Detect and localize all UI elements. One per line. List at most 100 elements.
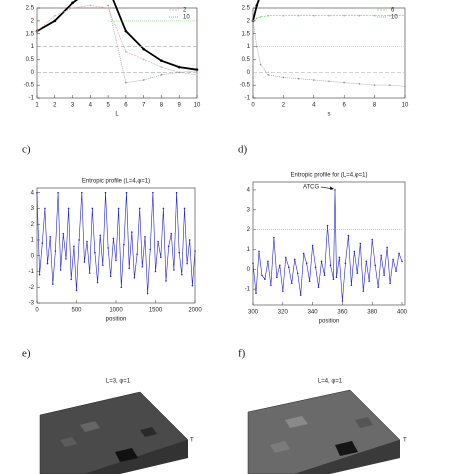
point — [401, 260, 403, 263]
point — [73, 245, 75, 248]
point — [195, 68, 199, 72]
point — [124, 29, 128, 33]
point — [350, 284, 353, 286]
x-tick-label: 4 — [312, 103, 316, 109]
surface — [247, 389, 401, 474]
surface-title: L=3, φ=1 — [106, 379, 131, 385]
legend-label: 10 — [183, 15, 190, 21]
point — [125, 191, 128, 194]
point — [109, 275, 112, 278]
point — [317, 286, 320, 288]
point — [314, 266, 317, 269]
y-tick-label: -1 — [29, 96, 35, 102]
point — [332, 278, 335, 281]
point — [41, 242, 44, 244]
y-tick-label: 0 — [31, 70, 35, 76]
y-tick-label: 1 — [247, 44, 251, 50]
point — [389, 84, 391, 86]
point — [344, 262, 347, 265]
point — [282, 76, 285, 79]
point — [165, 280, 167, 282]
point — [142, 79, 145, 81]
point — [160, 59, 163, 63]
point — [57, 191, 59, 194]
point — [162, 207, 165, 210]
point — [276, 276, 278, 279]
point — [383, 274, 385, 277]
point — [142, 47, 145, 51]
point — [107, 247, 109, 249]
point — [62, 232, 65, 235]
plot-frame — [252, 7, 406, 99]
point — [311, 244, 314, 247]
point — [191, 284, 194, 287]
point — [328, 14, 330, 17]
x-tick-label: 3 — [71, 103, 75, 109]
point — [53, 19, 57, 23]
point — [296, 272, 299, 275]
x-tick-label: 300 — [248, 310, 259, 316]
point — [91, 207, 94, 210]
y-tick-label: 1 — [31, 44, 35, 50]
point — [178, 251, 180, 254]
y-tick-label: 0.5 — [26, 57, 35, 63]
y-tick-label: 0 — [247, 267, 251, 273]
point — [305, 262, 308, 265]
y-tick-label: 4 — [247, 188, 251, 194]
legend-label: 6 — [391, 8, 395, 14]
series-line — [252, 20, 406, 87]
y-tick-label: 3 — [247, 207, 251, 213]
point — [297, 14, 300, 17]
x-tick-label: 1000 — [109, 308, 123, 314]
point — [59, 269, 62, 271]
surface — [39, 391, 189, 474]
point — [80, 191, 83, 194]
point — [365, 260, 368, 263]
panel-label: d) — [238, 144, 248, 156]
point — [177, 65, 181, 69]
point — [88, 272, 91, 274]
x-tick-label: 10 — [194, 103, 201, 109]
panel-label: f) — [238, 348, 246, 360]
point — [67, 207, 70, 210]
point — [282, 290, 284, 292]
x-tick-label: 8 — [373, 103, 377, 109]
point — [196, 70, 198, 72]
plot-frame — [36, 187, 196, 304]
point — [273, 236, 275, 239]
point — [373, 14, 376, 17]
y-tick-label: -0.5 — [240, 83, 251, 89]
point — [328, 80, 330, 83]
x-tick-label: 380 — [367, 310, 378, 316]
y-tick-label: 2 — [247, 18, 251, 24]
y-tick-label: -0.5 — [24, 83, 35, 89]
point — [160, 66, 163, 68]
point — [167, 245, 170, 248]
point — [380, 254, 382, 257]
point — [75, 289, 78, 292]
axis-label: T — [403, 438, 407, 444]
x-tick-label: 340 — [308, 310, 319, 316]
x-tick-label: 400 — [397, 310, 408, 316]
y-tick-label: 2 — [247, 227, 251, 233]
point — [258, 250, 260, 253]
point — [131, 231, 133, 233]
point — [371, 238, 374, 241]
point — [65, 258, 67, 260]
point — [356, 272, 359, 275]
point — [141, 265, 144, 268]
point — [373, 84, 376, 86]
x-tick-label: 2 — [53, 103, 57, 109]
x-tick-label: 4 — [89, 103, 93, 109]
point — [313, 14, 315, 17]
point — [44, 207, 46, 210]
panel-label: e) — [22, 348, 31, 360]
x-tick-label: 500 — [71, 308, 82, 314]
point — [252, 20, 254, 22]
point — [71, 7, 74, 9]
point — [125, 50, 127, 53]
y-tick-label: 1 — [31, 238, 35, 244]
point — [144, 236, 146, 238]
point — [343, 81, 346, 84]
